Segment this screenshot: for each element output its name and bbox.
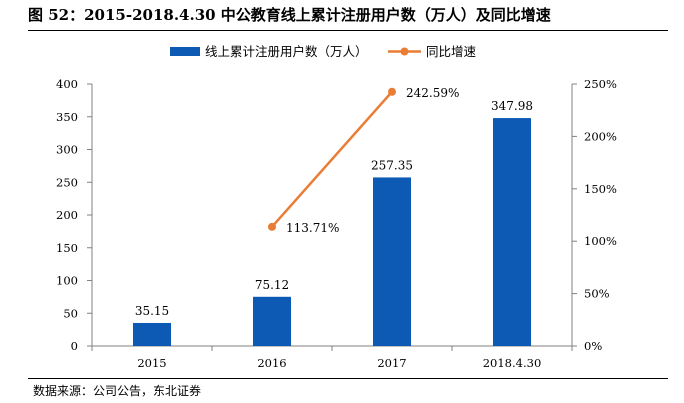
- growth-line: [268, 87, 396, 231]
- legend: 线上累计注册用户数（万人） 同比增速: [170, 44, 477, 59]
- figure-title: 图 52：2015-2018.4.30 中公教育线上累计注册用户数（万人）及同比…: [28, 6, 551, 24]
- y-left-tick-label: 300: [56, 143, 78, 157]
- y-right-tick-label: 0%: [584, 339, 602, 353]
- bar: [373, 177, 411, 346]
- x-tick-label: 2018.4.30: [483, 356, 542, 370]
- x-tick-label: 2015: [137, 356, 166, 370]
- y-right-tick-label: 50%: [584, 287, 610, 301]
- x-tick-label: 2016: [257, 356, 286, 370]
- bar-value-label: 257.35: [371, 158, 413, 172]
- legend-bar-label: 线上累计注册用户数（万人）: [205, 44, 368, 59]
- bar: [493, 118, 531, 347]
- y-right-tick-label: 200%: [584, 129, 617, 143]
- y-left-tick-label: 350: [56, 110, 78, 124]
- bars: [133, 118, 531, 347]
- growth-point: [268, 222, 276, 231]
- source-note: 数据来源：公司公告，东北证券: [33, 384, 202, 398]
- y-right-tick-label: 250%: [584, 77, 617, 91]
- growth-value-label: 242.59%: [406, 86, 459, 100]
- y-left-tick-label: 150: [56, 241, 78, 255]
- legend-line-label: 同比增速: [426, 44, 477, 59]
- title-rule: [28, 30, 668, 31]
- bar-value-label: 35.15: [135, 304, 169, 318]
- y-left-tick-label: 200: [56, 208, 78, 222]
- growth-value-label: 113.71%: [286, 221, 339, 235]
- bar: [253, 296, 291, 346]
- y-right-tick-label: 100%: [584, 234, 617, 248]
- data-labels: 35.15 75.12 257.35 347.98 113.71% 242.59%: [135, 86, 533, 318]
- bar: [133, 322, 171, 346]
- y-right-tick-label: 150%: [584, 182, 617, 196]
- y-left-tick-label: 100: [56, 274, 78, 288]
- growth-line-path: [271, 90, 393, 228]
- x-tick-label: 2017: [377, 356, 406, 370]
- bar-value-label: 347.98: [491, 99, 533, 113]
- y-left-tick-label: 50: [63, 306, 78, 320]
- legend-bar-swatch: [170, 47, 200, 56]
- legend-line-marker: [400, 47, 409, 56]
- y-left-tick-label: 400: [56, 77, 78, 91]
- growth-point: [388, 87, 396, 96]
- axes: 0 50 100 150 200 250 300 350 400 0% 50% 100% 150% 200…: [56, 77, 617, 370]
- source-rule: [28, 378, 668, 379]
- y-left-tick-label: 250: [56, 175, 78, 189]
- y-left-tick-label: 0: [71, 339, 78, 353]
- bar-value-label: 75.12: [255, 278, 289, 292]
